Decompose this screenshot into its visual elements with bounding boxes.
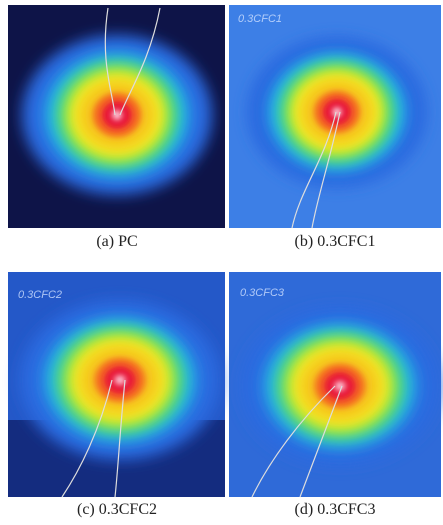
panel-b: 0.3CFC1 (b) 0.3CFC1 bbox=[229, 5, 441, 250]
thermal-spot bbox=[240, 306, 440, 466]
panel-c: 0.3CFC2 (c) 0.3CFC2 bbox=[8, 272, 225, 518]
caption: (c) 0.3CFC2 bbox=[77, 501, 157, 518]
caption: (d) 0.3CFC3 bbox=[295, 501, 376, 518]
sample-label: 0.3CFC2 bbox=[18, 289, 62, 301]
figure: (a) PC 0.3CFC1 (b) 0.3CFC1 0.3CFC2 (c) 0… bbox=[0, 0, 443, 520]
panel-a: (a) PC bbox=[8, 5, 225, 250]
thermal-spot bbox=[247, 36, 428, 188]
sample-label: 0.3CFC3 bbox=[240, 287, 285, 299]
caption: (a) PC bbox=[96, 233, 137, 250]
caption: (b) 0.3CFC1 bbox=[295, 233, 376, 250]
panel-d: 0.3CFC3 (d) 0.3CFC3 bbox=[229, 272, 441, 518]
thermal-spot bbox=[22, 35, 212, 195]
sample-label: 0.3CFC1 bbox=[238, 13, 282, 25]
